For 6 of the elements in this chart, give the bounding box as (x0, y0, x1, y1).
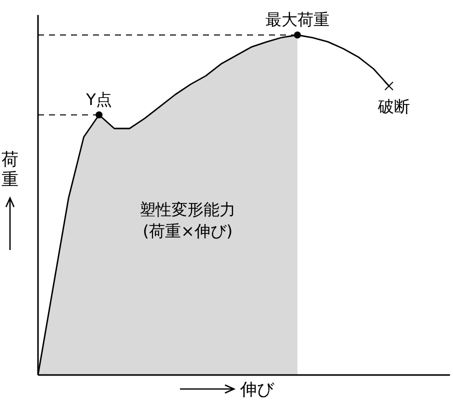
annotation: Y点 (85, 90, 112, 109)
x-axis-title: 伸び (239, 380, 275, 400)
ylabel: 荷重 (2, 150, 18, 190)
annotation: 破断 (376, 97, 410, 116)
text: 最大荷重 (265, 10, 330, 29)
annotation: 塑性変形能力 (荷重×伸び) (140, 200, 236, 241)
